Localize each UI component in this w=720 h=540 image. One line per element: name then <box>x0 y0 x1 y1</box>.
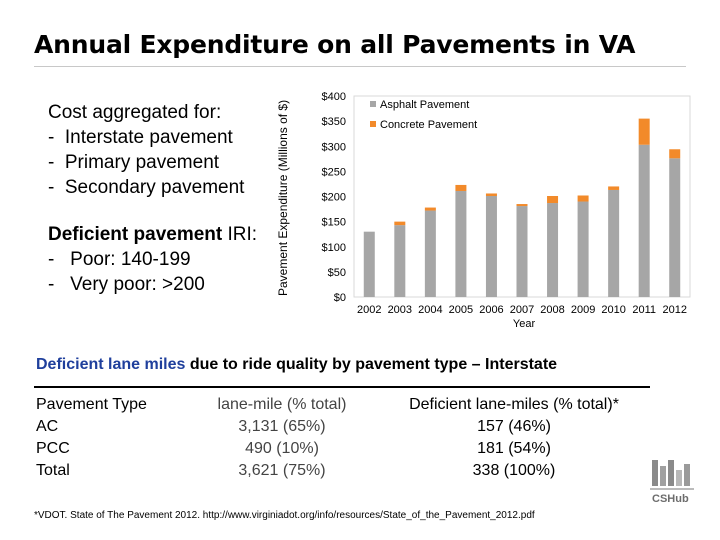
x-tick-label: 2008 <box>540 304 564 316</box>
lane-miles-table: Pavement Type AC PCC Total lane-mile (% … <box>34 386 650 479</box>
table-header: Deficient lane-miles (% total)* <box>409 396 619 413</box>
y-tick-label: $300 <box>322 141 346 153</box>
table-cell: AC <box>36 418 59 435</box>
y-tick-label: $100 <box>322 242 346 254</box>
bar-segment <box>608 189 620 297</box>
bar-segment <box>638 118 650 145</box>
legend-label: Asphalt Pavement <box>380 99 469 111</box>
x-tick-label: 2004 <box>418 304 442 316</box>
deficient-heading-rest: IRI: <box>222 224 258 245</box>
slide-title: Annual Expenditure on all Pavements in V… <box>34 30 636 59</box>
bar-segment <box>638 144 650 297</box>
bar-segment <box>669 149 681 159</box>
y-tick-label: $200 <box>322 192 346 204</box>
bar-segment <box>669 158 681 297</box>
cost-heading: Cost aggregated for: <box>48 102 222 123</box>
cost-item: - Secondary pavement <box>48 177 245 198</box>
bar-segment <box>455 190 467 297</box>
y-tick-label: $250 <box>322 166 346 178</box>
bar-segment <box>394 225 406 297</box>
cshub-logo-icon <box>650 460 694 490</box>
legend-label: Concrete Pavement <box>380 119 477 131</box>
table-cell: PCC <box>36 440 70 457</box>
bar-segment <box>608 186 620 190</box>
bar-segment <box>516 204 528 207</box>
bar-segment <box>547 203 559 297</box>
table-cell: 490 (10%) <box>245 440 319 457</box>
table-subheading: Deficient lane miles due to ride quality… <box>36 356 557 374</box>
deficient-item: - Very poor: >200 <box>48 274 205 295</box>
bar-segment <box>547 195 559 204</box>
y-tick-label: $400 <box>322 91 346 103</box>
col-pavement-type: Pavement Type AC PCC Total <box>36 394 147 482</box>
table-header: Pavement Type <box>36 396 147 413</box>
deficient-heading-bold: Deficient pavement <box>48 224 223 245</box>
table-header: lane-mile (% total) <box>217 396 347 413</box>
x-tick-label: 2009 <box>571 304 595 316</box>
table-cell: 157 (46%) <box>477 418 551 435</box>
table-cell: 338 (100%) <box>472 462 556 479</box>
footnote: *VDOT. State of The Pavement 2012. http:… <box>34 510 535 521</box>
bar-segment <box>394 221 406 226</box>
cost-item: - Primary pavement <box>48 152 220 173</box>
x-tick-label: 2005 <box>449 304 473 316</box>
cost-item: - Interstate pavement <box>48 127 233 148</box>
subheading-bold: Deficient lane miles <box>36 356 186 373</box>
bar-segment <box>516 206 528 297</box>
table-cell: 181 (54%) <box>477 440 551 457</box>
cost-block: Cost aggregated for: - Interstate paveme… <box>48 100 244 200</box>
x-tick-label: 2011 <box>632 304 656 316</box>
logo-text: CSHub <box>652 493 689 505</box>
table-cell: 3,621 (75%) <box>238 462 326 479</box>
bar-segment <box>577 195 589 202</box>
x-tick-label: 2010 <box>601 304 625 316</box>
table-cell: 3,131 (65%) <box>238 418 326 435</box>
y-tick-label: $150 <box>322 217 346 229</box>
table-cell: Total <box>36 462 70 479</box>
deficient-item: - Poor: 140-199 <box>48 249 191 270</box>
legend-swatch <box>370 121 376 127</box>
y-tick-label: $0 <box>334 292 346 304</box>
bar-segment <box>577 201 589 297</box>
bar-segment <box>485 193 497 196</box>
bar-segment <box>455 184 467 191</box>
x-tick-label: 2007 <box>510 304 534 316</box>
col-deficient-lane-miles: Deficient lane-miles (% total)* 157 (46%… <box>386 394 642 482</box>
x-tick-label: 2012 <box>662 304 686 316</box>
legend-swatch <box>370 101 376 107</box>
bar-segment <box>363 231 375 297</box>
x-tick-label: 2006 <box>479 304 503 316</box>
deficient-heading: Deficient pavement IRI: <box>48 222 257 247</box>
bar-segment <box>424 207 436 211</box>
subheading-rest: due to ride quality by pavement type – I… <box>185 356 558 373</box>
x-tick-label: 2003 <box>388 304 412 316</box>
bar-segment <box>424 210 436 297</box>
y-tick-label: $50 <box>328 267 346 279</box>
x-axis-label: Year <box>513 318 536 330</box>
expenditure-chart: $0 $50 $100 $150 $200 $250 $300 $350 $400 2002 200… <box>322 91 691 330</box>
x-tick-label: 2002 <box>357 304 381 316</box>
bar-segment <box>485 195 497 297</box>
title-rule <box>34 66 686 67</box>
col-lane-mile: lane-mile (% total) 3,131 (65%) 490 (10%… <box>202 394 362 482</box>
y-tick-label: $350 <box>322 116 346 128</box>
deficient-block: Deficient pavement IRI: - Poor: 140-199 … <box>48 222 257 297</box>
